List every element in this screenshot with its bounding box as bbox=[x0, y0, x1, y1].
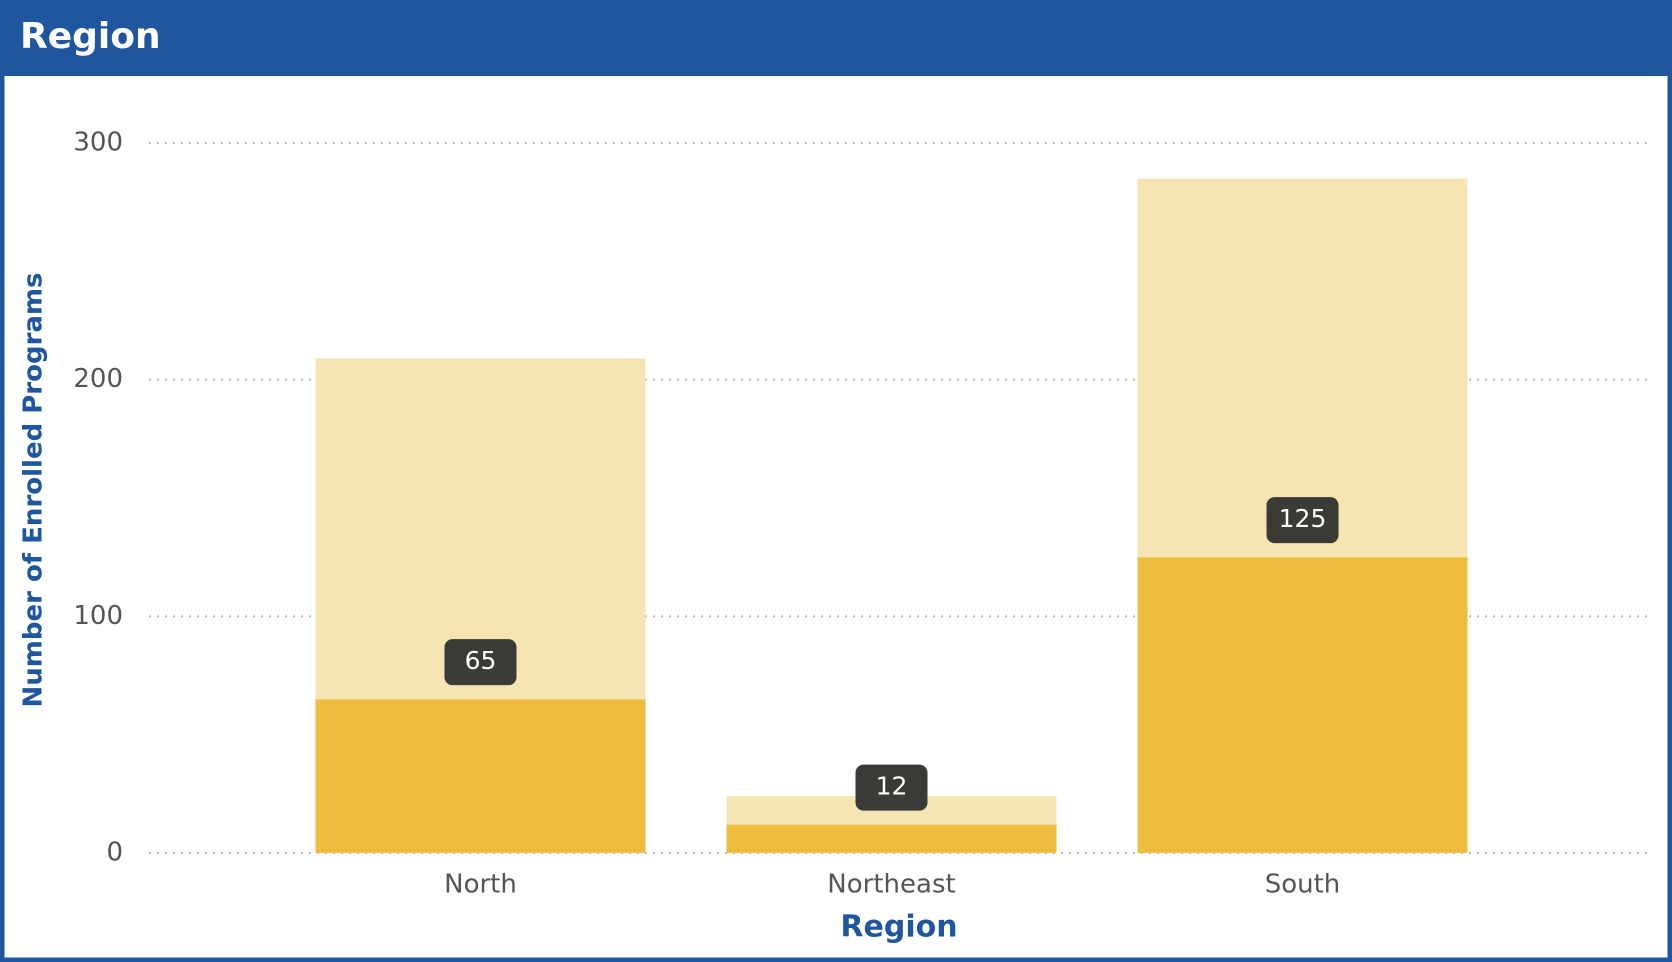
bar-segment bbox=[1137, 178, 1468, 558]
data-label: 65 bbox=[465, 646, 497, 675]
x-tick-label: North bbox=[444, 870, 517, 900]
panel-header bbox=[0, 0, 1672, 76]
y-axis-title: Number of Enrolled Programs bbox=[19, 272, 49, 707]
data-label-box bbox=[444, 639, 517, 686]
x-tick-label: Northeast bbox=[827, 870, 955, 900]
x-tick-label: South bbox=[1265, 870, 1341, 900]
chart-title: Region bbox=[20, 16, 161, 57]
y-tick-label: 0 bbox=[106, 838, 123, 868]
y-tick-label: 200 bbox=[73, 364, 123, 394]
data-label-box bbox=[1266, 497, 1339, 544]
data-label: 12 bbox=[876, 772, 908, 801]
data-label: 125 bbox=[1279, 504, 1327, 533]
y-tick-label: 100 bbox=[73, 601, 123, 631]
x-axis-title: Region bbox=[840, 910, 957, 945]
bar-segment bbox=[315, 699, 646, 853]
bar-segment bbox=[1137, 557, 1468, 853]
data-label-box bbox=[855, 764, 928, 811]
bar-segment bbox=[726, 824, 1057, 853]
y-tick-label: 300 bbox=[73, 128, 123, 158]
